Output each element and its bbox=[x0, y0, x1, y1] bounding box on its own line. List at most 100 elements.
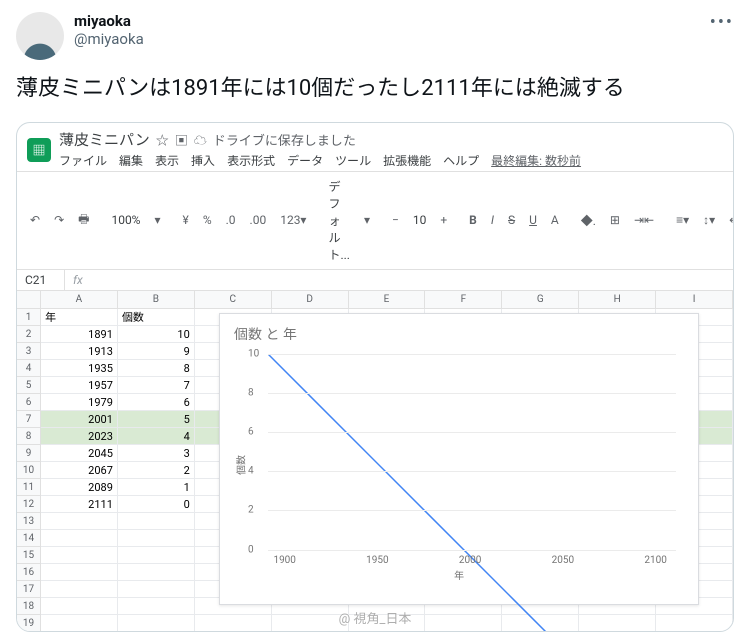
cell[interactable]: 2111 bbox=[41, 496, 118, 513]
cell[interactable] bbox=[41, 581, 118, 598]
cell[interactable]: 1957 bbox=[41, 377, 118, 394]
row-header[interactable]: 2 bbox=[17, 326, 40, 343]
row-header[interactable]: 6 bbox=[17, 394, 40, 411]
user-handle[interactable]: @miyaoka bbox=[74, 30, 700, 48]
row-header[interactable]: 16 bbox=[17, 564, 40, 581]
more-icon[interactable]: ••• bbox=[710, 12, 734, 33]
menu-file[interactable]: ファイル bbox=[59, 152, 107, 169]
print-icon[interactable]: 🖶 bbox=[75, 208, 92, 233]
halign-icon[interactable]: ≡▾ bbox=[673, 211, 692, 229]
cell[interactable] bbox=[41, 513, 118, 530]
row-header[interactable]: 19 bbox=[17, 615, 40, 632]
cell[interactable]: 1 bbox=[118, 479, 195, 496]
cell[interactable]: 1891 bbox=[41, 326, 118, 343]
font-select[interactable]: デフォルト... bbox=[325, 176, 352, 265]
row-header[interactable]: 11 bbox=[17, 479, 40, 496]
col-header[interactable]: F bbox=[425, 291, 502, 308]
doc-title[interactable]: 薄皮ミニパン bbox=[59, 129, 150, 150]
col-header[interactable]: B bbox=[118, 291, 195, 308]
cell[interactable] bbox=[118, 581, 195, 598]
display-name[interactable]: miyaoka bbox=[74, 12, 700, 30]
cloud-icon[interactable]: ☁ bbox=[194, 130, 207, 149]
star-icon[interactable]: ☆ bbox=[156, 130, 169, 149]
italic-icon[interactable]: I bbox=[488, 211, 497, 229]
cell[interactable]: 2 bbox=[118, 462, 195, 479]
percent-icon[interactable]: % bbox=[200, 211, 215, 229]
menu-view[interactable]: 表示 bbox=[155, 152, 179, 169]
col-header[interactable]: E bbox=[349, 291, 426, 308]
cell[interactable]: 1913 bbox=[41, 343, 118, 360]
valign-icon[interactable]: ↕▾ bbox=[700, 211, 718, 229]
undo-icon[interactable]: ↶ bbox=[27, 211, 43, 229]
col-header[interactable]: H bbox=[579, 291, 656, 308]
cell[interactable] bbox=[118, 513, 195, 530]
wrap-icon[interactable]: ↩▾ bbox=[726, 211, 734, 229]
row-header[interactable]: 15 bbox=[17, 547, 40, 564]
cell[interactable]: 2089 bbox=[41, 479, 118, 496]
chevron-down-icon[interactable]: ▾ bbox=[361, 211, 373, 229]
cell[interactable] bbox=[118, 615, 195, 631]
col-header[interactable]: A bbox=[41, 291, 118, 308]
cell[interactable]: 1935 bbox=[41, 360, 118, 377]
col-header[interactable]: I bbox=[656, 291, 733, 308]
row-header[interactable]: 18 bbox=[17, 598, 40, 615]
move-icon[interactable]: ▣ bbox=[175, 130, 188, 149]
cell[interactable]: 1979 bbox=[41, 394, 118, 411]
cell[interactable]: 5 bbox=[118, 411, 195, 428]
col-header[interactable]: G bbox=[502, 291, 579, 308]
strike-icon[interactable]: S bbox=[505, 211, 518, 229]
menu-data[interactable]: データ bbox=[287, 152, 323, 169]
fontsize-input[interactable]: 10 bbox=[410, 211, 430, 229]
row-header[interactable]: 4 bbox=[17, 360, 40, 377]
row-header[interactable]: 17 bbox=[17, 581, 40, 598]
cell[interactable] bbox=[41, 564, 118, 581]
bold-icon[interactable]: B bbox=[466, 211, 480, 229]
cell[interactable] bbox=[41, 530, 118, 547]
col-header[interactable]: C bbox=[195, 291, 272, 308]
cell[interactable]: 2001 bbox=[41, 411, 118, 428]
row-header[interactable]: 10 bbox=[17, 462, 40, 479]
redo-icon[interactable]: ↷ bbox=[51, 211, 67, 229]
zoom-select[interactable]: 100% bbox=[108, 211, 143, 229]
row-header[interactable]: 1 bbox=[17, 309, 40, 326]
col-header[interactable]: D bbox=[272, 291, 349, 308]
cell[interactable]: 2045 bbox=[41, 445, 118, 462]
menu-extensions[interactable]: 拡張機能 bbox=[383, 152, 431, 169]
menu-edit[interactable]: 編集 bbox=[119, 152, 143, 169]
cell[interactable]: 8 bbox=[118, 360, 195, 377]
cell[interactable] bbox=[195, 615, 272, 631]
cell[interactable]: 2067 bbox=[41, 462, 118, 479]
cell[interactable]: 4 bbox=[118, 428, 195, 445]
currency-icon[interactable]: ¥ bbox=[180, 211, 192, 229]
embedded-chart[interactable]: 個数 と 年 個数 年 024681019001950200020502100 bbox=[219, 313, 699, 605]
decimal-dec-icon[interactable]: .0 bbox=[223, 211, 239, 229]
fill-icon[interactable]: ◆. bbox=[578, 210, 599, 231]
row-header[interactable]: 12 bbox=[17, 496, 40, 513]
cell[interactable]: 9 bbox=[118, 343, 195, 360]
underline-icon[interactable]: U bbox=[526, 211, 540, 229]
menu-format[interactable]: 表示形式 bbox=[227, 152, 275, 169]
merge-icon[interactable]: ⇥⇤ bbox=[631, 211, 657, 229]
cell[interactable]: 7 bbox=[118, 377, 195, 394]
cell[interactable] bbox=[41, 598, 118, 615]
chevron-down-icon[interactable]: ▾ bbox=[151, 211, 163, 229]
row-header[interactable]: 7 bbox=[17, 411, 40, 428]
spreadsheet-grid[interactable]: 1234567891011121314151617181920 ABCDEFGH… bbox=[17, 291, 733, 631]
row-header[interactable]: 8 bbox=[17, 428, 40, 445]
format-123-icon[interactable]: 123▾ bbox=[277, 211, 309, 229]
cell[interactable] bbox=[118, 530, 195, 547]
menu-tools[interactable]: ツール bbox=[335, 152, 371, 169]
cell[interactable]: 2023 bbox=[41, 428, 118, 445]
cell[interactable]: 年 bbox=[41, 309, 118, 326]
last-edit-link[interactable]: 最終編集: 数秒前 bbox=[491, 152, 581, 169]
row-header[interactable]: 13 bbox=[17, 513, 40, 530]
cell[interactable] bbox=[41, 615, 118, 631]
fontsize-dec-icon[interactable]: − bbox=[389, 211, 402, 229]
cell[interactable] bbox=[41, 547, 118, 564]
cell-reference[interactable]: C21 bbox=[17, 270, 65, 290]
cell[interactable]: 10 bbox=[118, 326, 195, 343]
borders-icon[interactable]: ⊞ bbox=[607, 211, 623, 229]
row-header[interactable]: 14 bbox=[17, 530, 40, 547]
cell[interactable] bbox=[118, 564, 195, 581]
menu-insert[interactable]: 挿入 bbox=[191, 152, 215, 169]
